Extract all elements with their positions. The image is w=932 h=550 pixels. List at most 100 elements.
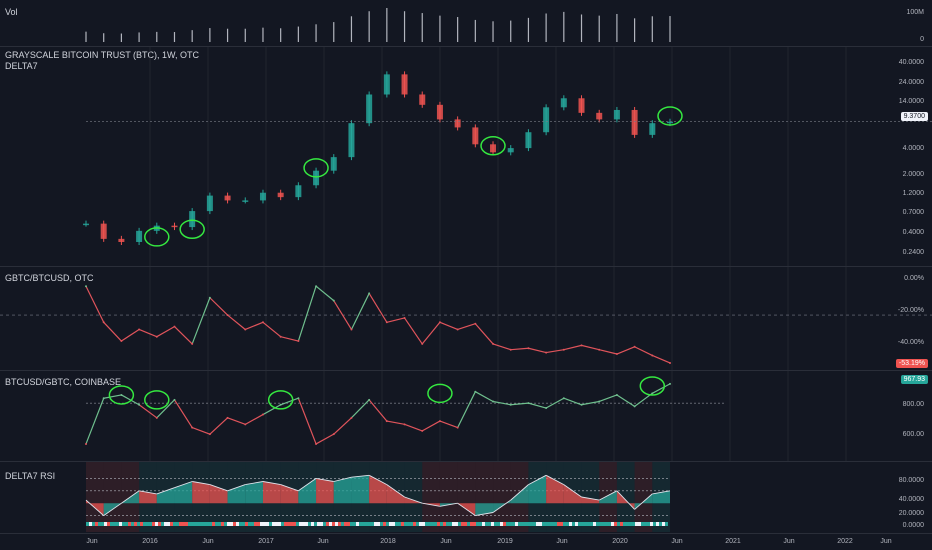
- rsi-signal-cell: [242, 522, 245, 526]
- price-candle: [206, 195, 213, 212]
- ratio-last-badge: -53.19%: [895, 359, 928, 368]
- inverse-segment: [581, 400, 600, 406]
- rsi-band: [86, 462, 104, 532]
- rsi-signal-cell: [215, 522, 218, 526]
- rsi-signal-cell: [227, 522, 230, 526]
- rsi-pane: DELTA7 RSI 80.0000 40.0000 20.0000 0.000…: [0, 462, 932, 532]
- ratio-segment: [510, 347, 529, 351]
- rsi-signal-cell: [104, 522, 107, 526]
- rsi-band: [404, 462, 423, 532]
- rsi-line: [616, 490, 635, 510]
- rsi-area-segment: [652, 490, 670, 504]
- price-candle: [259, 192, 266, 201]
- rsi-signal-cell: [464, 522, 467, 526]
- rsi-signal-cell: [413, 522, 416, 526]
- rsi-signal-cell: [428, 522, 431, 526]
- inverse-segment: [262, 404, 281, 416]
- rsi-signal-cell: [500, 522, 503, 526]
- inverse-point: [279, 403, 282, 406]
- inverse-point: [315, 442, 318, 445]
- annotation-circle: [480, 136, 506, 156]
- rsi-signal-cell: [233, 522, 236, 526]
- rsi-signal-cell: [194, 522, 197, 526]
- rsi-signal-cell: [494, 522, 497, 526]
- price-candle: [401, 74, 408, 95]
- rsi-signal-cell: [632, 522, 635, 526]
- rsi-signal-cell: [608, 522, 611, 526]
- inverse-segment: [297, 398, 317, 445]
- rsi-signal-cell: [623, 522, 626, 526]
- ratio-segment: [333, 300, 352, 330]
- price-candle: [560, 98, 567, 108]
- price-candle: [189, 211, 196, 228]
- rsi-signal-cell: [614, 522, 617, 526]
- time-tick: Jun: [440, 538, 452, 545]
- rsi-signal-cell: [278, 522, 281, 526]
- time-tick: 2022: [837, 538, 853, 545]
- rsi-signal-cell: [269, 522, 272, 526]
- rsi-tick: 80.0000: [898, 477, 924, 484]
- rsi-line: [581, 496, 600, 501]
- rsi-signal-cell: [317, 522, 320, 526]
- inverse-point: [545, 407, 548, 410]
- rsi-signal-cell: [656, 522, 659, 526]
- rsi-signal-cell: [449, 522, 452, 526]
- price-candle: [136, 230, 143, 243]
- rsi-pane-title: DELTA7 RSI: [5, 471, 56, 481]
- ratio-segment: [245, 321, 264, 331]
- inverse-segment: [421, 420, 441, 432]
- rsi-signal-cell: [575, 522, 578, 526]
- rsi-signal-cell: [293, 522, 296, 526]
- rsi-signal-cell: [497, 522, 500, 526]
- price-candle: [118, 238, 125, 243]
- ratio-segment: [616, 346, 635, 355]
- rsi-area-segment: [386, 484, 405, 504]
- rsi-signal-cell: [491, 522, 494, 526]
- ratio-point: [527, 347, 530, 350]
- rsi-signal-cell: [257, 522, 260, 526]
- price-tick: 4.0000: [902, 145, 924, 152]
- ratio-point: [421, 342, 424, 345]
- rsi-signal-cell: [407, 522, 410, 526]
- inverse-point: [85, 442, 87, 445]
- annotation-circle: [108, 385, 135, 405]
- rsi-signal-cell: [581, 522, 584, 526]
- ratio-segment: [439, 321, 458, 331]
- inverse-segment: [652, 383, 671, 394]
- rsi-signal-cell: [434, 522, 437, 526]
- rsi-signal-cell: [158, 522, 161, 526]
- rsi-line: [333, 476, 352, 482]
- inverse-point: [669, 382, 671, 385]
- rsi-signal-cell: [125, 522, 128, 526]
- rsi-signal-cell: [605, 522, 608, 526]
- rsi-area-segment: [298, 478, 317, 504]
- inverse-point: [421, 429, 424, 432]
- rsi-signal-cell: [533, 522, 536, 526]
- inverse-segment: [368, 399, 388, 422]
- inverse-pane-title: BTCUSD/GBTC, COINBASE: [5, 377, 122, 387]
- rsi-line: [368, 474, 388, 485]
- price-candle: [578, 98, 585, 113]
- rsi-signal-cell: [371, 522, 374, 526]
- rsi-signal-cell: [137, 522, 140, 526]
- ratio-segment: [315, 285, 335, 302]
- rsi-signal-cell: [431, 522, 434, 526]
- rsi-area-segment: [599, 490, 617, 504]
- rsi-signal-cell: [389, 522, 392, 526]
- inverse-segment: [138, 404, 158, 419]
- rsi-signal-cell: [146, 522, 149, 526]
- time-tick: Jun: [86, 538, 98, 545]
- rsi-signal-cell: [509, 522, 512, 526]
- rsi-signal-cell: [626, 522, 629, 526]
- rsi-signal-cell: [335, 522, 338, 526]
- inverse-segment: [103, 394, 122, 399]
- rsi-chart: [85, 462, 671, 532]
- rsi-signal-cell: [620, 522, 623, 526]
- rsi-line: [528, 474, 547, 485]
- rsi-area-segment: [510, 484, 529, 504]
- volume-pane: Vol 100M 0: [0, 0, 932, 46]
- price-pane: GRAYSCALE BITCOIN TRUST (BTC), 1W, OTC D…: [0, 47, 932, 266]
- last-price-badge: 9.3700: [900, 112, 928, 121]
- rsi-signal-cell: [356, 522, 359, 526]
- rsi-signal-cell: [311, 522, 314, 526]
